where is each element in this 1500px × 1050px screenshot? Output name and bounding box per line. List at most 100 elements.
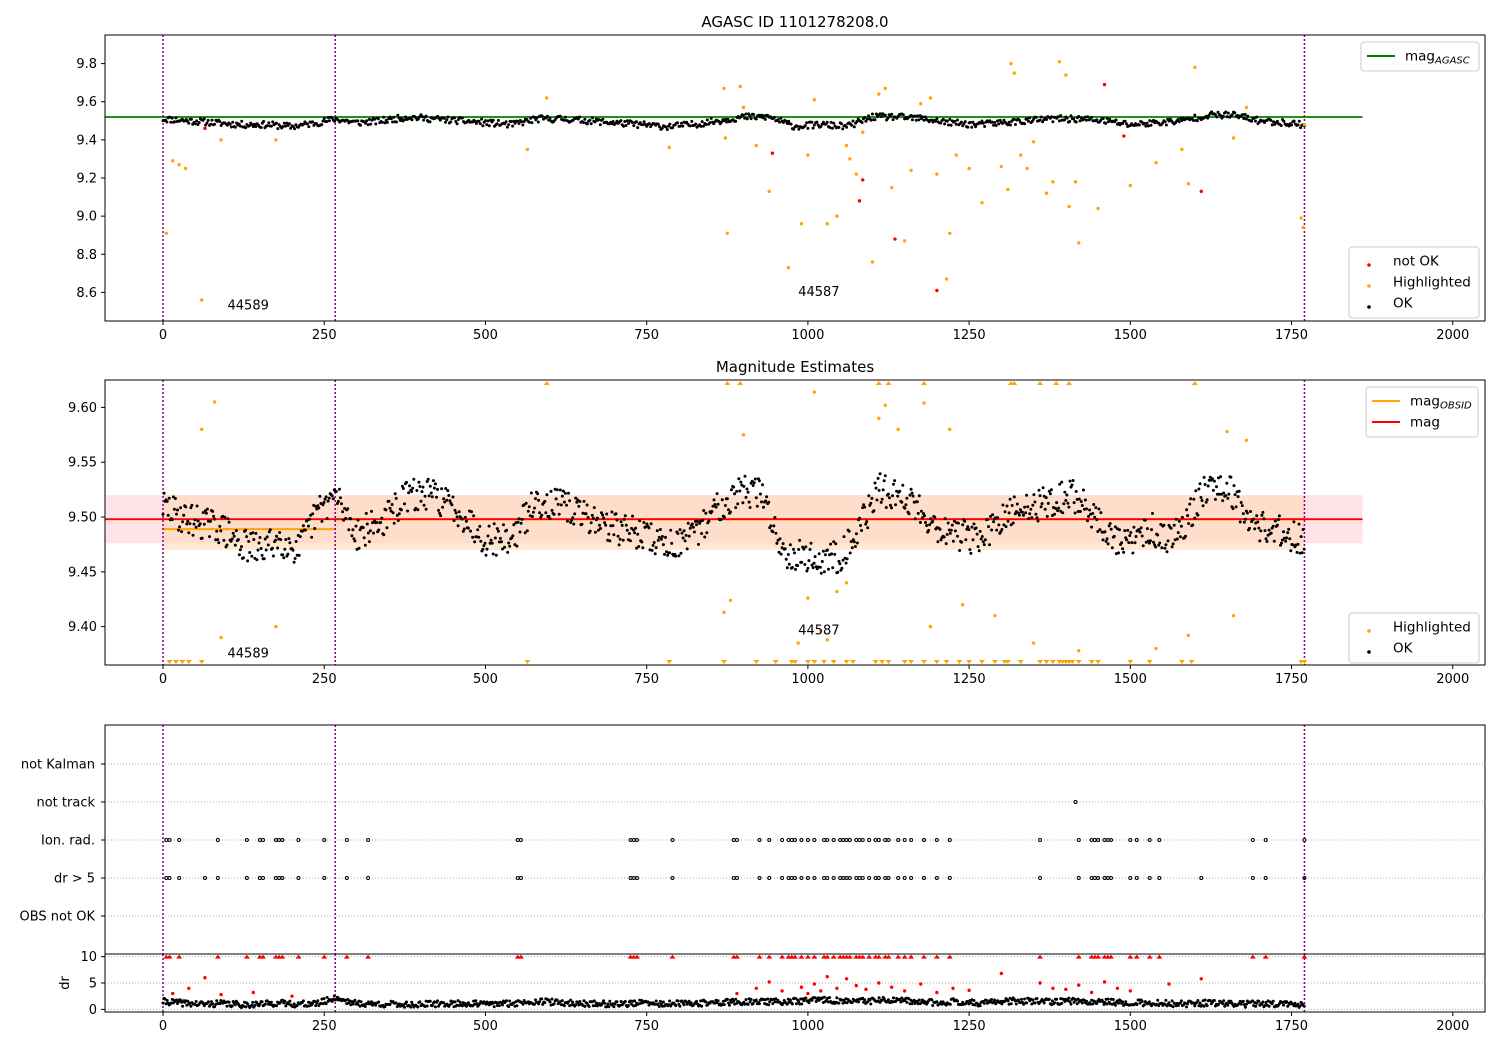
ok-point xyxy=(1197,487,1201,491)
ok-point xyxy=(313,527,317,530)
ok-point xyxy=(454,511,458,515)
ok-point xyxy=(1225,481,1229,485)
ok-point xyxy=(1097,507,1101,511)
ok-point xyxy=(1000,528,1004,531)
ok-point xyxy=(1134,535,1138,538)
ok-point xyxy=(1286,1004,1290,1008)
flag-marker xyxy=(854,838,859,842)
ok-point xyxy=(595,516,599,520)
ok-point xyxy=(1098,528,1102,532)
flag-marker xyxy=(873,838,878,842)
ok-point xyxy=(487,524,491,528)
ok-point xyxy=(282,556,286,560)
ok-point xyxy=(475,1002,479,1006)
ok-point xyxy=(1174,517,1178,521)
ok-point xyxy=(550,508,554,512)
ok-point xyxy=(1223,1004,1227,1008)
ok-point xyxy=(990,120,994,124)
dr-flagged-point xyxy=(1051,986,1055,990)
ok-point xyxy=(803,563,807,566)
ok-point xyxy=(529,116,533,120)
ok-point xyxy=(445,118,449,122)
highlighted-point xyxy=(1302,122,1307,127)
ok-point xyxy=(294,123,298,127)
ok-point xyxy=(307,524,310,528)
ok-point xyxy=(867,494,871,498)
magnitude-estimates-axes-frame xyxy=(104,379,1486,666)
ok-point xyxy=(1056,115,1060,119)
ok-point xyxy=(318,494,322,498)
ok-point xyxy=(531,510,535,514)
ok-point xyxy=(1206,116,1210,120)
x-tick-label: 1750 xyxy=(1275,328,1308,343)
ok-point xyxy=(1085,118,1088,122)
ok-point xyxy=(850,546,854,550)
ok-point xyxy=(705,531,709,535)
flag-marker xyxy=(344,838,349,842)
ok-point xyxy=(419,499,423,503)
ok-point xyxy=(743,116,747,120)
ok-point xyxy=(428,120,432,124)
ok-point xyxy=(497,1004,501,1008)
ok-point xyxy=(907,997,911,1001)
ok-point xyxy=(376,117,380,121)
ok-point xyxy=(495,527,499,531)
ok-point xyxy=(1180,515,1184,519)
dr-clipped-marker xyxy=(766,954,773,959)
x-tick-label: 750 xyxy=(634,328,659,343)
ok-point xyxy=(1094,506,1098,510)
obsid-label: 44589 xyxy=(228,646,269,661)
flag-marker xyxy=(902,838,907,842)
dr-clipped-marker xyxy=(798,954,805,959)
ok-point xyxy=(859,524,862,527)
ok-point xyxy=(560,999,564,1003)
ok-point xyxy=(518,530,522,534)
ok-point xyxy=(1083,115,1087,119)
flag-marker xyxy=(257,876,262,880)
dr-clipped-marker xyxy=(279,954,286,959)
ok-point xyxy=(561,489,565,493)
dr-clipped-marker xyxy=(875,954,882,959)
ok-point xyxy=(1045,514,1049,518)
ok-point xyxy=(540,997,544,1001)
ok-point xyxy=(945,119,949,123)
ok-point xyxy=(1002,523,1006,527)
ok-point xyxy=(715,492,719,496)
ok-point xyxy=(1010,504,1014,507)
ok-point xyxy=(923,514,926,518)
flag-marker xyxy=(831,838,836,842)
flag-marker xyxy=(670,876,675,880)
ok-point xyxy=(916,511,920,515)
ok-point xyxy=(274,538,277,542)
ok-point xyxy=(855,541,859,545)
ok-point xyxy=(934,119,938,123)
x-tick-label: 1250 xyxy=(953,1019,986,1034)
ok-point xyxy=(850,123,854,127)
ok-point xyxy=(340,502,343,506)
ok-point xyxy=(943,122,947,126)
ok-point xyxy=(751,1002,755,1005)
ok-point xyxy=(365,119,369,123)
ok-point xyxy=(837,1001,841,1005)
dr-flagged-point xyxy=(812,982,817,986)
ok-point xyxy=(238,124,242,128)
highlighted-point xyxy=(909,168,913,173)
ok-point xyxy=(1108,522,1112,525)
ok-point xyxy=(313,999,317,1003)
ok-point xyxy=(1226,496,1230,500)
ok-point xyxy=(610,510,614,514)
ok-point xyxy=(522,120,526,123)
ok-point xyxy=(921,115,925,119)
ok-point xyxy=(1113,1003,1117,1007)
ok-point xyxy=(712,498,716,502)
ok-point xyxy=(1061,511,1065,515)
ok-point xyxy=(892,996,895,1000)
ok-point xyxy=(1178,535,1182,539)
ok-point xyxy=(1029,507,1033,511)
ok-point xyxy=(283,999,287,1003)
flag-marker xyxy=(799,838,804,842)
ok-point xyxy=(253,122,257,126)
ok-point xyxy=(1053,512,1056,516)
flag-marker xyxy=(767,876,772,880)
flag-marker xyxy=(366,876,371,880)
